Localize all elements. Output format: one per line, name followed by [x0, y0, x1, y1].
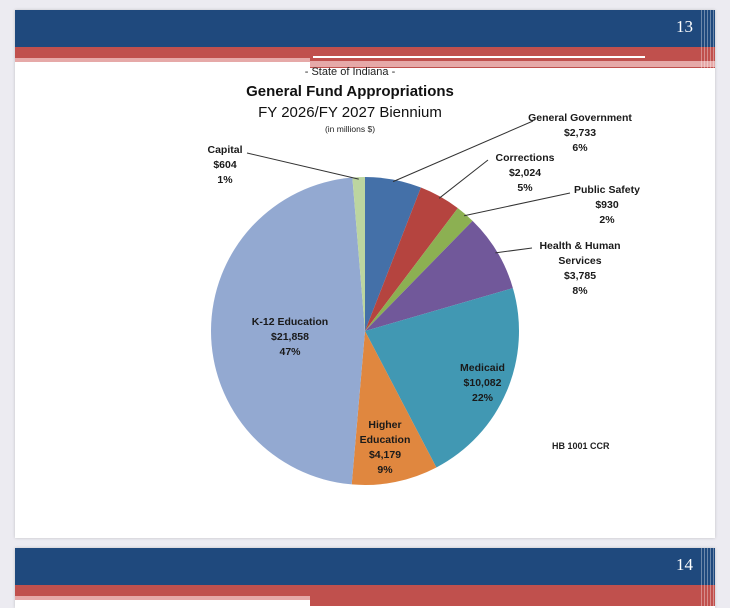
leader-line: [495, 247, 533, 254]
label-k12-education: K-12 Education $21,858 47%: [251, 316, 329, 358]
leader-line: [438, 159, 489, 199]
chart-units: (in millions $): [324, 124, 376, 134]
header-pink-extension: [310, 61, 715, 67]
label-public-safety: Public Safety $930 2%: [574, 184, 640, 226]
leader-line: [464, 192, 571, 217]
pie-chart: [211, 120, 571, 485]
pie-slice-public-safety: [365, 208, 473, 331]
header-red-band: [15, 47, 715, 58]
chart-subtitle: FY 2026/FY 2027 Biennium: [258, 104, 442, 121]
header-pink-stripe: [15, 596, 311, 600]
label-corrections: Corrections $2,024 5%: [495, 152, 555, 194]
header-blue-band: [15, 548, 715, 585]
page-number: 13: [676, 17, 693, 36]
header-red-extension: [310, 596, 715, 606]
header-white-line: [313, 56, 645, 58]
pie-slice-general-government: [365, 177, 421, 331]
leader-line: [246, 152, 359, 180]
pie-slice-k-12-education: [211, 177, 365, 485]
page-number: 14: [676, 555, 693, 574]
pie-slice-corrections: [365, 187, 458, 331]
label-higher-education: Higher Education $4,179 9%: [359, 419, 411, 476]
chart-note: HB 1001 CCR: [552, 441, 610, 451]
label-health-human-services: Health & Human Services $3,785 8%: [539, 240, 621, 297]
chart-title: General Fund Appropriations: [246, 83, 454, 100]
chart-supertitle: - State of Indiana -: [304, 66, 396, 78]
pie-slice-capital: [352, 177, 365, 331]
leader-line: [392, 120, 534, 183]
header-blue-band: [15, 10, 715, 47]
pie-slice-medicaid: [365, 288, 519, 468]
label-medicaid: Medicaid $10,082 22%: [460, 362, 505, 404]
pie-slice-higher-education: [351, 331, 437, 485]
header-pink-stripe: [15, 58, 311, 62]
pie-slice-health-human-services: [365, 220, 513, 331]
label-capital: Capital $604 1%: [207, 144, 243, 186]
label-general-government: General Government $2,733 6%: [528, 112, 632, 154]
header-edge-stripes: [701, 10, 715, 68]
